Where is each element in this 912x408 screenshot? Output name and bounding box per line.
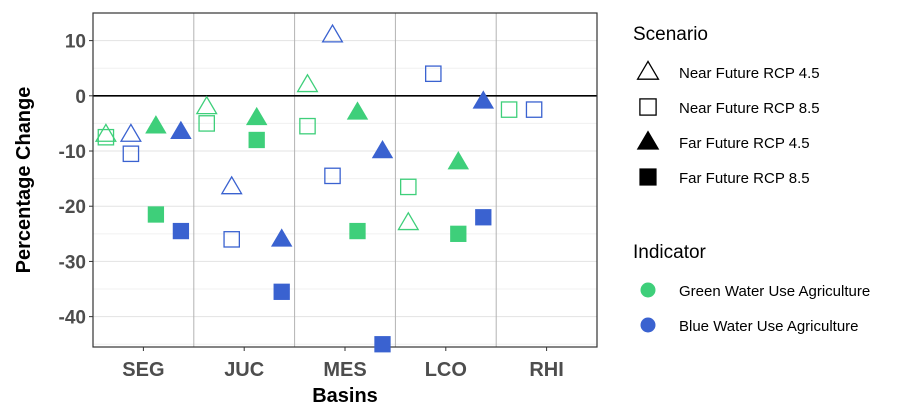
legend-ff45-label: Far Future RCP 4.5 <box>679 135 810 152</box>
point-green-nf85-seg <box>97 128 115 146</box>
point-blue-ff45-juc <box>270 228 293 247</box>
x-tick-label: MES <box>323 359 366 381</box>
legend-ff85-label: Far Future RCP 8.5 <box>679 170 810 187</box>
point-blue-nf45-mes <box>321 23 344 43</box>
point-blue-nf85-mes <box>324 167 341 185</box>
point-green-ff85-lco <box>450 225 467 242</box>
legend-ff45-marker <box>636 130 660 150</box>
point-blue-nf45-juc <box>220 175 243 195</box>
point-green-nf85-mes <box>299 117 316 135</box>
grid-lines <box>92 12 598 348</box>
point-blue-ff45-lco <box>472 90 495 109</box>
point-blue-ff45-mes <box>371 140 394 159</box>
point-blue-nf85-lco <box>424 65 442 83</box>
point-green-ff45-lco <box>447 151 470 170</box>
point-blue-ff85-seg <box>172 222 190 240</box>
point-green-nf85-lco <box>399 178 417 196</box>
x-tick-label: RHI <box>529 359 563 381</box>
data-points <box>94 23 543 353</box>
plot-background <box>93 13 597 347</box>
point-blue-nf85-seg <box>122 145 140 163</box>
point-green-ff45-juc <box>245 106 268 126</box>
point-green-ff85-seg <box>147 206 165 223</box>
point-blue-ff85-juc <box>273 283 290 300</box>
point-blue-ff85-lco <box>475 209 492 226</box>
y-tick-label: -40 <box>59 308 86 329</box>
legend-indicator-title: Indicator <box>633 242 707 263</box>
point-green-nf85-rhi <box>500 101 518 118</box>
point-blue-nf85-rhi <box>525 101 543 118</box>
point-green-ff45-seg <box>145 115 167 134</box>
x-tick-label: JUC <box>224 359 264 381</box>
x-axis-title: Basins <box>312 385 378 407</box>
legend-scenario-title: Scenario <box>633 24 708 45</box>
legend: Scenario Indicator Near Future RCP 4.5Ne… <box>633 24 870 335</box>
point-green-ff45-mes <box>346 101 369 120</box>
legend-blue-swatch <box>640 317 656 333</box>
point-blue-ff45-seg <box>170 120 192 139</box>
y-tick-label: -30 <box>59 252 86 273</box>
point-blue-ff85-mes <box>374 336 391 353</box>
point-green-nf85-juc <box>198 115 216 132</box>
y-tick-label: -20 <box>59 197 86 218</box>
y-tick-label: 10 <box>65 32 86 53</box>
point-green-ff85-juc <box>248 131 265 149</box>
y-axis-title: Percentage Change <box>13 87 35 274</box>
legend-ff85-marker <box>639 168 657 186</box>
legend-nf45-label: Near Future RCP 4.5 <box>679 65 820 82</box>
legend-nf85-marker <box>639 98 657 116</box>
x-tick-label: LCO <box>425 359 467 381</box>
point-green-nf45-seg <box>94 123 117 142</box>
legend-green-swatch <box>640 282 656 298</box>
y-tick-labels: 10 0 -10 -20 -30 -40 <box>59 32 93 329</box>
legend-scenario-items: Near Future RCP 4.5 Near Future RCP 8.5 Fa… <box>636 60 820 187</box>
legend-indicator-items: Green Water Use Agriculture Blue Water Us… <box>640 282 870 335</box>
x-tick-labels: SEG JUC MES LCO RHI <box>122 347 564 381</box>
point-green-ff85-mes <box>349 222 366 240</box>
y-tick-label: -10 <box>59 142 86 163</box>
y-tick-label: 0 <box>75 87 86 108</box>
point-blue-nf85-juc <box>223 231 241 248</box>
legend-green-label: Green Water Use Agriculture <box>679 283 870 300</box>
legend-blue-label: Blue Water Use Agriculture <box>679 318 859 335</box>
point-blue-nf45-seg <box>119 123 142 142</box>
legend-nf85-label: Near Future RCP 8.5 <box>679 100 820 117</box>
x-tick-label: SEG <box>122 359 164 381</box>
point-green-nf45-lco <box>397 211 420 231</box>
point-green-nf45-juc <box>195 95 218 115</box>
legend-nf45-marker <box>636 60 660 80</box>
point-green-nf45-mes <box>296 73 319 93</box>
